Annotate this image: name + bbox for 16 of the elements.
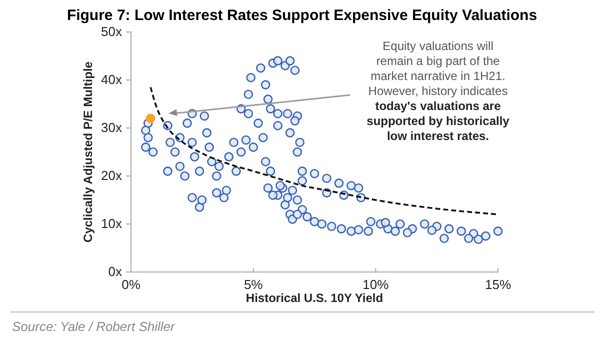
y-tick-label: 50x [101,24,122,40]
x-axis-title: Historical U.S. 10Y Yield [246,291,384,305]
y-tick-label: 40x [101,72,122,88]
x-tick-label: 10% [362,277,390,292]
y-axis-title: Cyclically Adjusted P/E Multiple [81,61,95,242]
x-tick-label: 0% [122,277,141,292]
x-tick-label: 5% [244,277,264,292]
source-note: Source: Yale / Robert Shiller [12,319,176,334]
y-tick-label: 30x [101,120,122,136]
annotation: Equity valuations will remain a big part of the market narrative in 1H21. However, history indicates [368,39,508,98]
annotation: today's valuations are supported by historically low interest rates. [366,99,510,143]
y-tick-label: 20x [101,168,122,184]
x-tick-label: 15% [484,277,512,292]
y-tick-label: 0x [108,264,122,280]
chart-title: Figure 7: Low Interest Rates Support Expensive Equity Valuations [66,7,538,24]
y-tick-label: 10x [101,216,122,232]
